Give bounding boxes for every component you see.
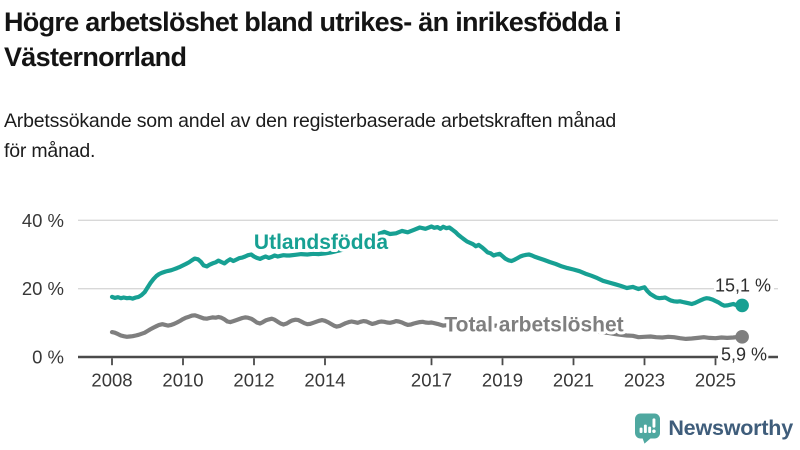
x-tick-label: 2008 [91,370,132,391]
end-value-label-backdrop-0 [714,277,774,294]
series-label-0: Utlandsfödda [254,231,388,254]
x-tick-label: 2019 [482,370,523,391]
page-title-line-2: Västernorrland [4,42,187,73]
series-line-1 [109,313,745,341]
page-title-line-1: Högre arbetslöshet bland utrikes- än inr… [4,7,622,37]
chart-subtitle-line-2: för månad. [4,139,96,162]
end-value-label-0: 15,1 % [715,276,771,296]
y-tick-label: 20 % [22,278,64,299]
brand-name: Newsworthy [668,416,793,440]
x-tick-label: 2025 [695,370,736,391]
x-tick-label: 2010 [162,370,203,391]
y-tick-label: 0 % [32,347,64,368]
line-chart: 0 % 20 % 40 % 2008 2010 2012 2014 2017 2019 2021 2… [22,210,778,391]
newsworthy-chart-bubble-icon [635,413,661,444]
series-end-dot-0 [735,298,749,313]
x-tick-label: 2014 [304,370,345,391]
series-line-0 [109,224,745,309]
newsworthy-logo[interactable]: Newsworthy [634,413,793,444]
chart-subtitle-line-1: Arbetssökande som andel av den registerb… [4,110,617,132]
x-tick-label: 2012 [233,370,274,391]
x-tick-label: 2017 [411,370,452,391]
x-tick-label: 2023 [624,370,665,391]
x-tick-label: 2021 [553,370,594,391]
y-tick-label: 40 % [22,210,64,231]
series-label-1: Total arbetslöshet [444,314,623,337]
page-title: Högre arbetslöshet bland utrikes- än inr… [0,0,800,75]
chart-subtitle: Arbetssökande som andel av den registerb… [4,107,792,166]
end-value-label-backdrop-1 [718,348,768,365]
series-end-dot-1 [735,330,749,344]
end-value-label-1: 5,9 % [721,345,767,365]
